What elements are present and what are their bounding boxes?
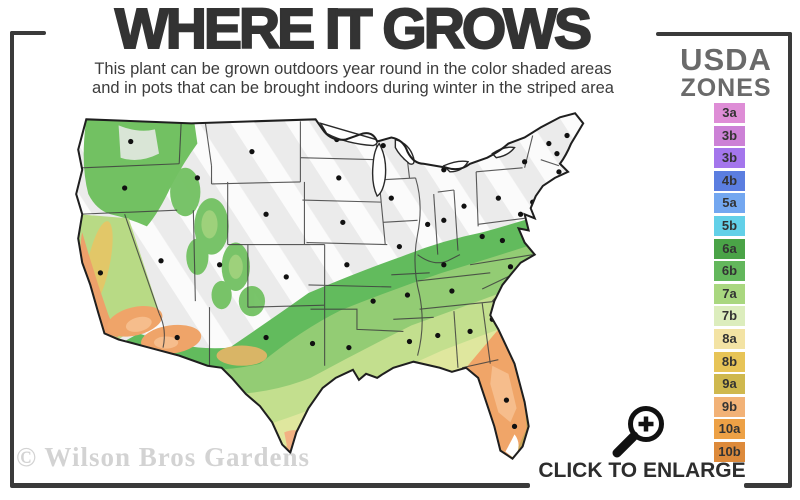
frame-bottom-left-segment [10, 483, 530, 488]
usda-zones-map[interactable] [58, 112, 664, 468]
zone-swatch-9a: 9a [714, 374, 745, 395]
zone-legend: 3a 3b 3b 4b 5a 5b 6a 6b 7a 7b 8a 8b 9a 9b 10a 10b [714, 103, 745, 465]
frame-top-left-segment [10, 31, 46, 35]
frame-top-right-segment [656, 32, 792, 36]
zone-swatch-6a: 6a [714, 238, 745, 259]
zone-swatch-8b: 8b [714, 351, 745, 372]
zone-swatch-5b: 5b [714, 215, 745, 236]
zone-swatch-4b: 4b [714, 170, 745, 191]
usda-heading-line1: USDA [680, 42, 772, 77]
frame-left-edge [10, 31, 14, 487]
subtitle-line2: and in pots that can be brought indoors … [92, 79, 614, 97]
usda-heading-line2: ZONES [680, 74, 772, 102]
page-title: WHERE IT GROWS [114, 0, 593, 62]
zone-swatch-9b: 9b [714, 396, 745, 417]
usda-zones-heading: USDA ZONES [660, 44, 792, 101]
zone-swatch-8a: 8a [714, 328, 745, 349]
zone-swatch-10b: 10b [714, 441, 745, 462]
zone-swatch-6b: 6b [714, 261, 745, 282]
zone-swatch-3b: 3b [714, 148, 745, 169]
click-to-enlarge-label[interactable]: CLICK TO ENLARGE [538, 459, 746, 482]
frame-bottom-right-segment [744, 483, 792, 488]
zone-swatch-7b: 7b [714, 306, 745, 327]
frame-right-edge [788, 32, 792, 487]
zone-swatch-3b: 3b [714, 125, 745, 146]
zone-swatch-3a: 3a [714, 103, 745, 123]
watermark: © Wilson Bros Gardens [16, 442, 310, 472]
subtitle-line1: This plant can be grown outdoors year ro… [94, 60, 612, 78]
zone-swatch-5a: 5a [714, 193, 745, 214]
us-map-graphic [75, 112, 585, 461]
zone-swatch-10a: 10a [714, 419, 745, 440]
zone-swatch-7a: 7a [714, 283, 745, 304]
subtitle: This plant can be grown outdoors year ro… [38, 60, 668, 98]
magnifier-plus-icon[interactable] [604, 399, 674, 459]
